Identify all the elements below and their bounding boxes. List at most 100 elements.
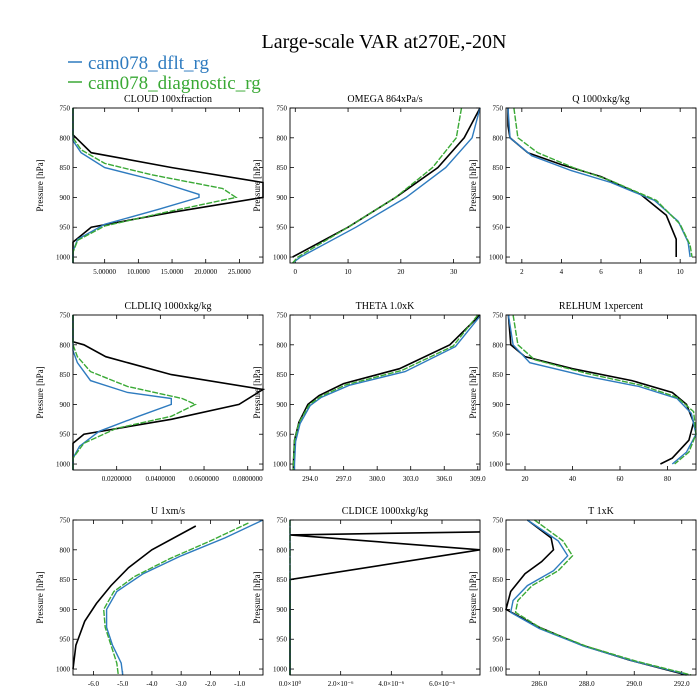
series-line-cam078_diagnostic_rg xyxy=(514,519,692,676)
y-tick-label: 900 xyxy=(277,401,288,409)
y-tick-label: 1000 xyxy=(56,666,71,674)
y-tick-label: 800 xyxy=(60,546,71,554)
x-tick-label: 20 xyxy=(397,268,405,276)
series-line-reference xyxy=(72,525,197,670)
x-tick-label: 15.0000 xyxy=(161,268,184,276)
series-line-reference xyxy=(507,108,677,257)
x-tick-label: 10 xyxy=(677,268,685,276)
y-tick-label: 900 xyxy=(60,606,71,614)
y-tick-label: 1000 xyxy=(56,461,71,469)
panel-title: THETA 1.0xK xyxy=(356,301,415,312)
y-tick-label: 850 xyxy=(277,164,288,172)
series-line-cam078_dflt_rg xyxy=(292,107,481,264)
x-tick-label: 300.0 xyxy=(369,475,385,483)
y-tick-label: 950 xyxy=(493,431,504,439)
figure-title: Large-scale VAR at270E,-20N xyxy=(262,31,507,53)
y-tick-label: 850 xyxy=(60,576,71,584)
y-tick-label: 950 xyxy=(493,636,504,644)
series-line-reference xyxy=(507,314,695,465)
series-line-cam078_diagnostic_rg xyxy=(72,315,197,470)
x-tick-label: 0.0600000 xyxy=(189,475,219,483)
x-tick-label: 309.0 xyxy=(470,475,486,483)
panel-title: CLOUD 100xfraction xyxy=(124,94,212,105)
y-tick-label: 1000 xyxy=(273,666,288,674)
x-tick-label: 294.0 xyxy=(302,475,318,483)
x-tick-label: 25.0000 xyxy=(228,268,251,276)
panel-title: T 1xK xyxy=(588,506,614,517)
x-tick-label: 0.0200000 xyxy=(102,475,132,483)
y-tick-label: 750 xyxy=(493,312,504,320)
x-tick-label: 0 xyxy=(294,268,298,276)
y-tick-label: 950 xyxy=(60,636,71,644)
panel-0: CLOUD 100xfraction Pressure [hPa] 750 800 85… xyxy=(35,94,264,276)
plot-frame xyxy=(505,314,697,471)
plot-frame xyxy=(289,519,481,676)
x-tick-label: 4.0×10⁻⁶ xyxy=(378,680,404,688)
panel-title: OMEGA 864xPa/s xyxy=(347,94,422,105)
panel-title: RELHUM 1xpercent xyxy=(559,301,643,312)
legend-label-diagnostic: cam078_diagnostic_rg xyxy=(88,73,261,94)
y-tick-label: 800 xyxy=(493,134,504,142)
y-tick-label: 1000 xyxy=(489,254,504,262)
x-tick-label: 297.0 xyxy=(336,475,352,483)
plot-frame xyxy=(72,107,264,264)
x-tick-label: 2.0×10⁻⁶ xyxy=(328,680,354,688)
x-tick-label: 6 xyxy=(599,268,603,276)
x-tick-label: -1.0 xyxy=(234,680,246,688)
y-tick-label: 900 xyxy=(60,194,71,202)
series-line-reference xyxy=(72,315,266,470)
y-axis-label: Pressure [hPa] xyxy=(35,571,45,623)
x-tick-label: 306.0 xyxy=(436,475,452,483)
y-tick-label: 850 xyxy=(277,371,288,379)
x-tick-label: -4.0 xyxy=(146,680,158,688)
y-axis-label: Pressure [hPa] xyxy=(468,366,478,418)
y-tick-label: 800 xyxy=(277,341,288,349)
y-axis-label: Pressure [hPa] xyxy=(468,571,478,623)
plot-frame xyxy=(505,519,697,676)
y-tick-label: 750 xyxy=(60,517,71,525)
x-tick-label: 2 xyxy=(520,268,524,276)
series-line-reference xyxy=(292,314,481,470)
x-tick-label: 0.0×10⁰ xyxy=(279,680,302,688)
panel-3: CLDLIQ 1000xkg/kg Pressure [hPa] 750 800 850… xyxy=(35,301,266,483)
y-tick-label: 800 xyxy=(60,341,71,349)
y-tick-label: 750 xyxy=(493,517,504,525)
y-axis-label: Pressure [hPa] xyxy=(35,366,45,418)
y-tick-label: 850 xyxy=(60,164,71,172)
panel-8: T 1xK Pressure [hPa] 750 800 850 900 950 1000 28… xyxy=(468,506,697,688)
x-tick-label: -6.0 xyxy=(88,680,100,688)
panel-6: U 1xm/s Pressure [hPa] 750 800 850 900 950 1000… xyxy=(35,506,264,688)
x-tick-label: -2.0 xyxy=(205,680,217,688)
x-tick-label: 10 xyxy=(345,268,353,276)
y-tick-label: 1000 xyxy=(273,461,288,469)
x-tick-label: 10.0000 xyxy=(127,268,150,276)
y-tick-label: 1000 xyxy=(273,254,288,262)
y-tick-label: 800 xyxy=(277,134,288,142)
legend-label-dflt: cam078_dflt_rg xyxy=(88,53,210,74)
y-tick-label: 950 xyxy=(60,224,71,232)
y-axis-label: Pressure [hPa] xyxy=(252,571,262,623)
panel-title: CLDICE 1000xkg/kg xyxy=(342,506,428,517)
y-axis-label: Pressure [hPa] xyxy=(252,159,262,211)
x-tick-label: 0.0800000 xyxy=(233,475,263,483)
x-tick-label: 80 xyxy=(664,475,672,483)
x-tick-label: 0.0400000 xyxy=(145,475,175,483)
y-tick-label: 950 xyxy=(277,636,288,644)
x-tick-label: 20 xyxy=(522,475,530,483)
plot-frame xyxy=(505,107,697,264)
x-tick-label: 60 xyxy=(617,475,625,483)
series-line-cam078_dflt_rg xyxy=(509,519,690,676)
series-line-cam078_dflt_rg xyxy=(507,107,691,258)
x-tick-label: 20.0000 xyxy=(194,268,217,276)
panel-7: CLDICE 1000xkg/kg Pressure [hPa] 750 800 850… xyxy=(252,506,481,688)
panel-5: RELHUM 1xpercent Pressure [hPa] 750 800 850 9… xyxy=(468,301,697,483)
series-line-cam078_diagnostic_rg xyxy=(292,314,479,470)
y-tick-label: 800 xyxy=(493,341,504,349)
y-tick-label: 850 xyxy=(60,371,71,379)
series-line-cam078_dflt_rg xyxy=(507,314,697,465)
series-line-cam078_dflt_rg xyxy=(293,315,481,470)
y-tick-label: 1000 xyxy=(56,254,71,262)
x-tick-label: 288.0 xyxy=(579,680,595,688)
